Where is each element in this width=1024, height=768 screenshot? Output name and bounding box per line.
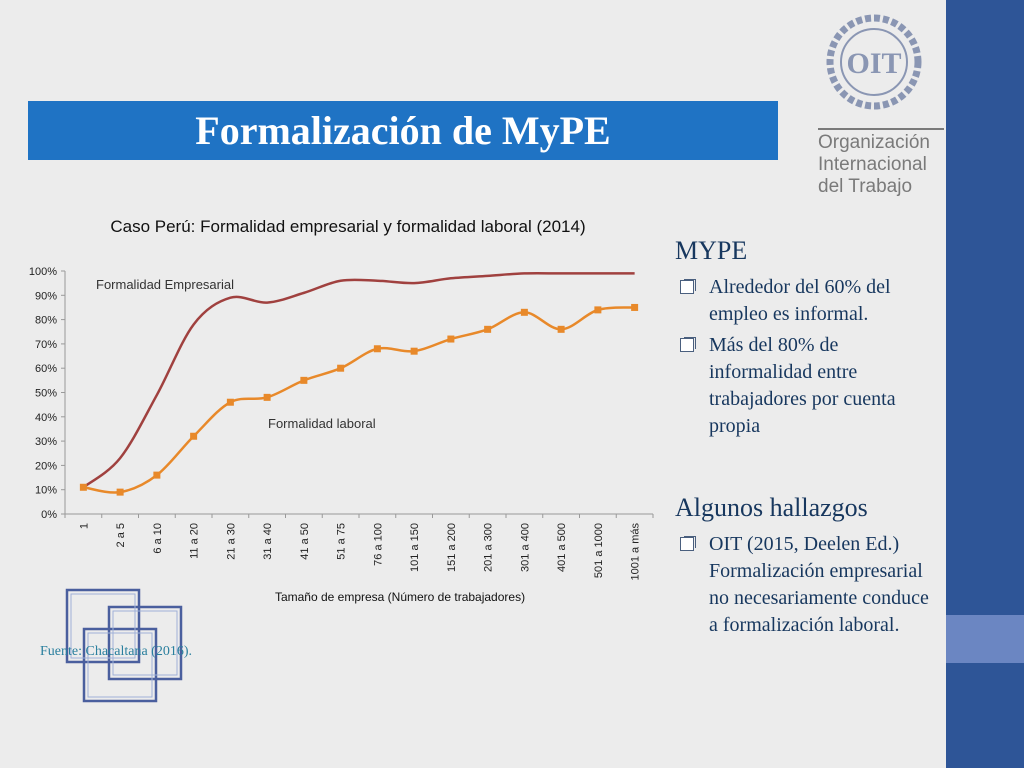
checkbox-bullet-icon xyxy=(680,536,696,551)
data-point-marker xyxy=(153,471,161,479)
bullet-item: OIT (2015, Deelen Ed.) Formalización emp… xyxy=(675,531,939,639)
x-tick-label: 301 a 400 xyxy=(519,523,531,572)
section-hallazgos: Algunos hallazgos OIT (2015, Deelen Ed.)… xyxy=(675,493,939,643)
y-tick-label: 40% xyxy=(35,412,57,424)
x-tick-label: 501 a 1000 xyxy=(593,523,605,578)
organization-name: Organización Internacional del Trabajo xyxy=(818,128,944,198)
data-point-marker xyxy=(79,483,87,491)
bullet-text: Alrededor del 60% del empleo es informal… xyxy=(709,276,891,325)
x-tick-label: 1 xyxy=(78,523,90,529)
x-tick-label: 151 a 200 xyxy=(446,523,458,572)
x-tick-label: 401 a 500 xyxy=(556,523,568,572)
org-name-line-3: del Trabajo xyxy=(818,176,913,197)
section-mype-bullets: Alrededor del 60% del empleo es informal… xyxy=(675,274,939,440)
x-axis-label: Tamaño de empresa (Número de trabajadore… xyxy=(274,590,526,604)
y-tick-label: 80% xyxy=(35,315,57,327)
bullet-item: Más del 80% de informalidad entre trabaj… xyxy=(675,332,939,440)
series-label-laboral: Formalidad laboral xyxy=(268,416,376,431)
x-tick-label: 21 a 30 xyxy=(225,523,237,560)
data-point-marker xyxy=(594,306,602,314)
data-point-marker xyxy=(116,488,124,496)
bullet-item: Alrededor del 60% del empleo es informal… xyxy=(675,274,939,328)
x-tick-label: 201 a 300 xyxy=(483,523,495,572)
source-note: Fuente: Chacaltana (2016). xyxy=(40,644,193,659)
data-point-marker xyxy=(300,376,308,384)
data-point-marker xyxy=(263,393,271,401)
y-tick-label: 50% xyxy=(35,388,57,400)
line-chart: 0% 10% 20% 30% 40% 50% 60% 70% 80% 90% 100% 1 2 a 5 6… xyxy=(29,266,654,581)
y-tick-label: 60% xyxy=(35,363,57,375)
title-bar: Formalización de MyPE xyxy=(28,101,778,160)
right-band-accent xyxy=(946,615,1024,663)
oit-logo: OIT xyxy=(815,12,933,112)
y-tick-label: 0% xyxy=(41,509,57,521)
data-point-marker xyxy=(337,364,345,372)
section-hallazgos-bullets: OIT (2015, Deelen Ed.) Formalización emp… xyxy=(675,531,939,639)
data-point-marker xyxy=(410,347,418,355)
x-tick-label: 2 a 5 xyxy=(115,523,127,547)
y-tick-label: 20% xyxy=(35,460,57,472)
bullet-text: OIT (2015, Deelen Ed.) Formalización emp… xyxy=(709,533,929,636)
slide-title: Formalización de MyPE xyxy=(195,108,611,153)
section-mype: MYPE Alrededor del 60% del empleo es inf… xyxy=(675,236,939,444)
y-tick-label: 90% xyxy=(35,290,57,302)
x-tick-label: 76 a 100 xyxy=(372,523,384,566)
chart-title: Caso Perú: Formalidad empresarial y form… xyxy=(110,217,586,236)
data-point-marker xyxy=(520,308,528,316)
x-tick-label: 51 a 75 xyxy=(336,523,348,560)
series-line-formalidad-empresarial xyxy=(82,272,635,489)
org-name-line-2: Internacional xyxy=(818,154,927,175)
x-tick-label: 11 a 20 xyxy=(189,523,201,559)
data-point-marker xyxy=(557,325,565,333)
data-point-marker xyxy=(226,398,234,406)
series-line-formalidad-laboral xyxy=(83,306,635,494)
x-tick-label: 41 a 50 xyxy=(299,523,311,560)
y-tick-label: 100% xyxy=(29,266,57,278)
x-tick-label: 101 a 150 xyxy=(409,523,421,572)
bullet-text: Más del 80% de informalidad entre trabaj… xyxy=(709,334,896,437)
data-point-marker xyxy=(373,345,381,353)
series-label-empresarial: Formalidad Empresarial xyxy=(96,277,234,292)
y-tick-label: 10% xyxy=(35,485,57,497)
section-mype-heading: MYPE xyxy=(675,236,748,265)
checkbox-bullet-icon xyxy=(680,279,696,294)
section-hallazgos-heading: Algunos hallazgos xyxy=(675,493,868,522)
x-tick-label: 6 a 10 xyxy=(152,523,164,554)
data-point-marker xyxy=(190,432,198,440)
data-point-marker xyxy=(484,325,492,333)
x-tick-label: 31 a 40 xyxy=(262,523,274,560)
logo-text: OIT xyxy=(846,47,901,80)
org-name-line-1: Organización xyxy=(818,132,930,153)
x-tick-label: 1001 a más xyxy=(630,523,642,581)
data-point-marker xyxy=(631,303,639,311)
y-tick-label: 70% xyxy=(35,339,57,351)
checkbox-bullet-icon xyxy=(680,337,696,352)
data-point-marker xyxy=(447,335,455,343)
y-tick-label: 30% xyxy=(35,436,57,448)
decorative-squares xyxy=(65,588,183,703)
